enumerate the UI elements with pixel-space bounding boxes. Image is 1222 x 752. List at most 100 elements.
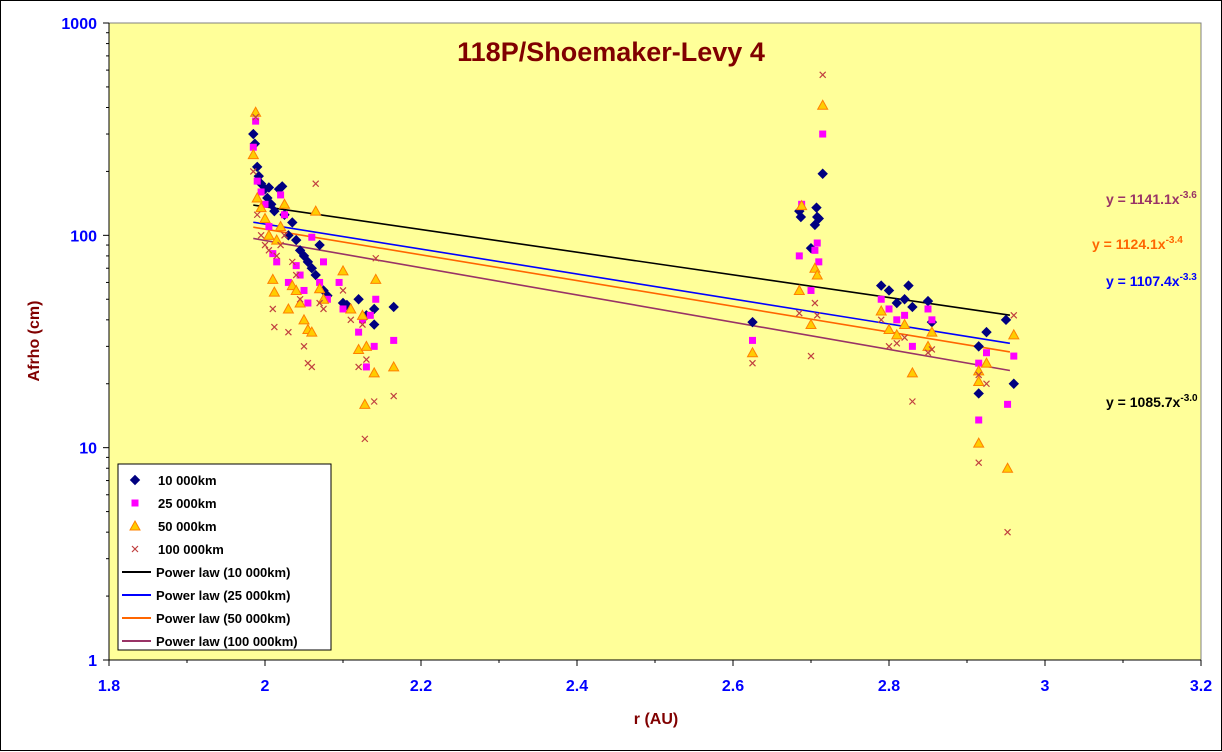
data-point <box>747 316 758 328</box>
data-point <box>248 128 259 140</box>
data-point <box>898 318 911 330</box>
data-point <box>973 341 984 352</box>
data-point <box>284 278 292 286</box>
data-point <box>928 346 936 353</box>
legend-label: 10 000km <box>158 473 217 488</box>
y-tick-label: 1 <box>88 653 97 670</box>
data-point <box>901 334 909 341</box>
data-point <box>320 305 327 313</box>
data-point <box>310 269 321 281</box>
data-point <box>811 269 824 280</box>
data-point <box>335 278 343 286</box>
data-point <box>249 167 257 175</box>
data-point <box>269 205 280 217</box>
x-axis-label: r (AU) <box>634 711 678 728</box>
x-tick-label: 3.2 <box>1190 678 1212 695</box>
legend-marker <box>131 499 139 507</box>
data-point <box>749 336 756 344</box>
data-point <box>795 199 808 211</box>
data-point <box>980 357 993 368</box>
fit-equation: y = 1141.1x-3.6 <box>1106 190 1197 207</box>
data-point <box>261 200 269 208</box>
data-point <box>277 241 285 249</box>
data-point <box>975 416 983 424</box>
data-point <box>893 339 901 347</box>
data-point <box>355 328 363 336</box>
data-point <box>288 258 296 266</box>
data-point <box>273 258 281 266</box>
data-point <box>877 316 885 324</box>
data-point <box>316 299 324 307</box>
legend-label: Power law (50 000km) <box>156 611 290 626</box>
data-point <box>390 336 398 344</box>
data-point <box>265 223 273 231</box>
data-point <box>355 363 363 371</box>
data-point <box>370 398 378 405</box>
data-point <box>362 356 370 363</box>
legend-label: 25 000km <box>158 496 217 511</box>
data-point <box>975 371 983 379</box>
data-point <box>875 305 888 316</box>
data-point <box>266 273 279 284</box>
legend-marker <box>129 474 141 486</box>
data-point <box>924 305 932 313</box>
data-point <box>362 363 370 371</box>
data-point <box>891 297 903 309</box>
x-tick-label: 2.4 <box>566 678 588 695</box>
data-points <box>247 71 1020 536</box>
data-point <box>269 250 277 258</box>
data-point <box>795 309 803 317</box>
data-point <box>983 349 990 357</box>
data-point <box>983 380 990 388</box>
data-point <box>908 342 916 350</box>
data-point <box>972 375 985 386</box>
data-point <box>811 202 822 213</box>
data-point <box>928 316 936 324</box>
data-point <box>261 241 269 249</box>
data-point <box>369 273 382 284</box>
data-point <box>292 271 300 279</box>
data-point <box>359 321 366 328</box>
data-point <box>817 168 828 179</box>
data-point <box>368 319 380 330</box>
data-point <box>372 254 380 262</box>
fit-equation: y = 1124.1x-3.4 <box>1092 235 1183 252</box>
data-point <box>282 302 295 314</box>
data-point <box>926 326 938 337</box>
fit-equation: y = 1085.7x-3.0 <box>1106 393 1198 410</box>
y-axis-label: Afrho (cm) <box>26 301 43 382</box>
data-point <box>320 258 327 266</box>
data-point <box>344 302 357 314</box>
fit-equations: y = 1085.7x-3.0 y = 1107.4x-3.3 y = 1124.1… <box>1092 190 1198 410</box>
data-point <box>793 284 806 295</box>
data-point <box>1004 528 1011 536</box>
data-point <box>811 299 819 307</box>
data-point <box>901 311 909 319</box>
data-point <box>255 201 267 213</box>
data-point <box>813 213 825 224</box>
data-point <box>907 301 918 313</box>
legend-label: Power law (10 000km) <box>156 565 290 580</box>
data-point <box>298 250 310 262</box>
data-point <box>296 271 304 279</box>
legend-label: 100 000km <box>158 542 224 557</box>
data-point <box>265 246 273 254</box>
data-point <box>795 211 807 223</box>
power-law-line <box>253 226 1011 353</box>
data-point <box>313 282 326 294</box>
data-point <box>347 316 355 324</box>
data-point <box>368 303 380 315</box>
data-point <box>290 234 302 246</box>
data-point <box>819 71 827 79</box>
data-point <box>885 342 893 350</box>
data-point <box>388 301 399 313</box>
data-point <box>893 316 901 324</box>
data-point <box>300 286 308 294</box>
data-point <box>302 256 314 268</box>
data-point <box>305 326 318 337</box>
data-point <box>253 211 261 219</box>
data-point <box>809 219 821 231</box>
data-point <box>361 435 369 443</box>
